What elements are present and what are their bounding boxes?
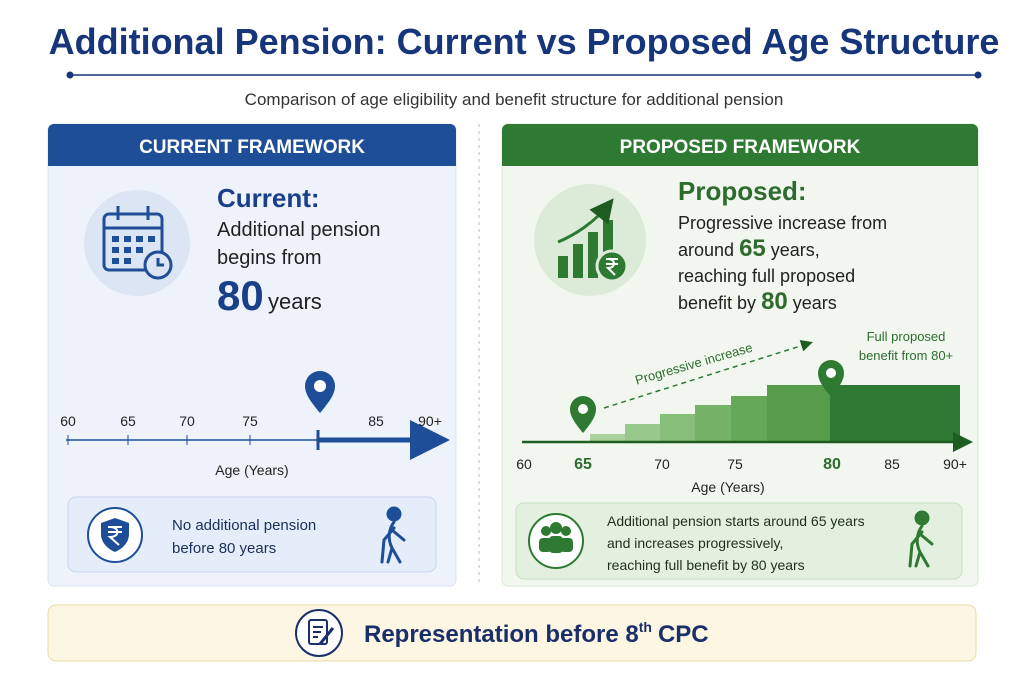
note-box: [515, 502, 963, 580]
calendar-cells: [112, 236, 155, 264]
tick-label: 75: [242, 413, 258, 429]
text-line: Progressive increase from: [678, 213, 887, 233]
heading: Proposed:: [678, 176, 807, 206]
tick-label: 85: [368, 413, 384, 429]
text-line: around 65 years,: [678, 235, 820, 262]
axis-label: Age (Years): [215, 462, 288, 478]
panel-header: [48, 124, 456, 166]
text-line: begins from: [217, 247, 322, 269]
pin-dot: [826, 368, 836, 378]
text-line: reaching full proposed: [678, 266, 855, 286]
tick-label: 75: [727, 456, 743, 472]
trend-line: [603, 339, 813, 409]
current-panel: CURRENT FRAMEWORK Current: Additional pe…: [47, 123, 457, 587]
pin: [570, 396, 596, 433]
tick-label: 90+: [418, 413, 442, 429]
tick-label: 65: [120, 413, 136, 429]
subtitle: Comparison of age eligibility and benefi…: [245, 90, 784, 109]
footer-text: Representation before 8th CPC: [364, 619, 709, 648]
note-line: and increases progressively,: [607, 535, 783, 551]
title: Additional Pension: Current vs Proposed …: [49, 21, 1000, 62]
pin: [818, 360, 844, 397]
elder-icon: [380, 506, 406, 564]
ticks: [67, 430, 320, 450]
age-unit: years: [268, 289, 322, 314]
age: 80: [217, 272, 264, 319]
elder-icon: [908, 510, 934, 568]
heading: Current:: [217, 183, 320, 213]
axis-label: Age (Years): [691, 479, 764, 495]
tick-label: 60: [516, 456, 532, 472]
people-icon: [539, 522, 573, 553]
dot: [974, 71, 982, 79]
text-line: Additional pension: [217, 219, 380, 241]
panel-header: [502, 124, 978, 166]
note-line: reaching full benefit by 80 years: [607, 557, 805, 573]
step-bars: [590, 385, 960, 442]
rupee-icon: [605, 258, 618, 276]
rupee-icon: [107, 526, 122, 546]
text-line: benefit by 80 years: [678, 288, 837, 315]
note-box: [67, 496, 437, 573]
tick-label: 70: [179, 413, 195, 429]
full-label: benefit from 80+: [859, 348, 953, 363]
calendar-icon: [102, 206, 173, 280]
note-line: No additional pension: [172, 517, 316, 534]
full-label: Full proposed: [867, 329, 946, 344]
pin-dot: [578, 404, 588, 414]
tick-label: 85: [884, 456, 900, 472]
tick-label: 90+: [943, 456, 967, 472]
footer-box: [47, 604, 977, 662]
icon-bg: [84, 190, 190, 296]
panel-label: PROPOSED FRAMEWORK: [620, 137, 861, 158]
note-line: before 80 years: [172, 540, 276, 557]
dot: [66, 71, 74, 79]
tick-label: 60: [60, 413, 76, 429]
proposed-panel: PROPOSED FRAMEWORK Proposed: Progressive…: [501, 123, 979, 587]
tick-label: 65: [574, 456, 592, 473]
panel-label: CURRENT FRAMEWORK: [139, 137, 365, 158]
note-line: Additional pension starts around 65 year…: [607, 513, 865, 529]
tick-label: 80: [823, 456, 841, 473]
document-icon: [308, 619, 335, 645]
pin-dot: [314, 380, 326, 392]
trend-arrow: [557, 198, 614, 244]
tick-label: 70: [654, 456, 670, 472]
